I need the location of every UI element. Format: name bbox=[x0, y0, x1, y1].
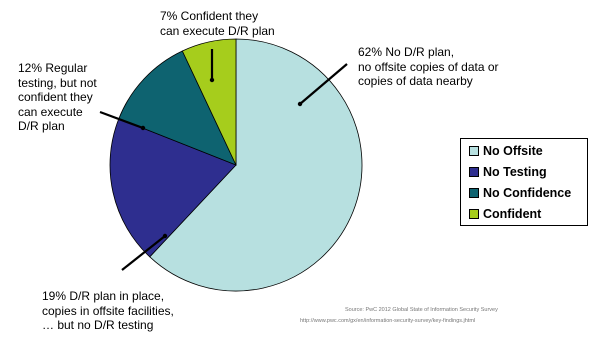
legend-swatch bbox=[469, 167, 479, 177]
pie-slice-no-testing bbox=[109, 118, 237, 258]
annotation-confident: 7% Confident they can execute D/R plan bbox=[160, 9, 275, 38]
leader-line-no-testing-end bbox=[162, 233, 168, 239]
legend: No Offsite No Testing No Confidence Conf… bbox=[460, 138, 588, 226]
leader-line-confident-end bbox=[209, 77, 215, 83]
annotation-no-testing: 19% D/R plan in place, copies in offsite… bbox=[42, 289, 174, 332]
legend-label: No Offsite bbox=[483, 144, 543, 158]
legend-item-no-testing: No Testing bbox=[469, 163, 547, 181]
legend-item-no-confidence: No Confidence bbox=[469, 184, 571, 202]
legend-label: No Testing bbox=[483, 165, 547, 179]
legend-label: Confident bbox=[483, 207, 542, 221]
legend-swatch bbox=[469, 209, 479, 219]
leader-lines bbox=[99, 49, 348, 271]
annotation-no-offsite: 62% No D/R plan, no offsite copies of da… bbox=[358, 45, 499, 88]
annotation-no-confidence: 12% Regular testing, but not confident t… bbox=[18, 61, 97, 133]
legend-swatch bbox=[469, 146, 479, 156]
source-line-1: Source: PwC 2012 Global State of Informa… bbox=[345, 307, 498, 313]
pie-slices bbox=[109, 38, 363, 292]
legend-item-confident: Confident bbox=[469, 205, 541, 223]
leader-line-no-testing bbox=[121, 235, 166, 271]
leader-line-no-confidence bbox=[99, 110, 144, 130]
pie-slice-no-confidence bbox=[118, 50, 237, 166]
leader-line-no-offsite-end bbox=[297, 101, 303, 107]
source-line-2: http://www.pwc.com/gx/en/information-sec… bbox=[300, 318, 476, 324]
pie-slice-confident bbox=[181, 38, 237, 166]
legend-label: No Confidence bbox=[483, 186, 572, 200]
pie-slice-no-offsite bbox=[149, 38, 363, 292]
leader-line-no-offsite bbox=[299, 63, 348, 105]
legend-swatch bbox=[469, 188, 479, 198]
legend-item-no-offsite: No Offsite bbox=[469, 142, 543, 160]
leader-line-no-confidence-end bbox=[140, 125, 146, 131]
